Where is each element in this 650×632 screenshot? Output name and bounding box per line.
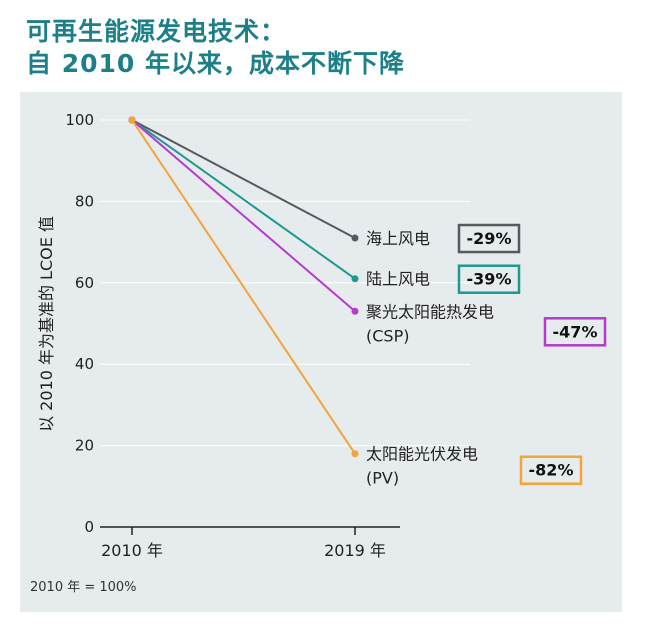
y-tick-label: 0	[84, 518, 94, 536]
series-label-abbr: (PV)	[366, 469, 399, 488]
y-tick-label: 20	[75, 437, 94, 455]
x-tick-label: 2010 年	[101, 541, 163, 560]
title-line-1: 可再生能源发电技术：	[26, 17, 287, 46]
series-2: 聚光太阳能热发电 (CSP) -47%	[128, 116, 607, 347]
title-line-2: 自 2010 年以来，成本不断下降	[26, 49, 405, 78]
y-tick-label: 60	[75, 274, 94, 292]
series-line	[131, 119, 356, 239]
data-point	[351, 307, 359, 315]
series-label: 聚光太阳能热发电	[366, 302, 494, 321]
x-tick-label: 2019 年	[324, 541, 386, 560]
y-tick-label: 80	[75, 192, 94, 210]
change-label: -82%	[529, 461, 574, 480]
change-label: -29%	[467, 229, 512, 248]
change-box	[457, 264, 521, 294]
series-line	[131, 119, 356, 280]
footnote: 2010 年 = 100%	[30, 580, 137, 595]
series-3: 太阳能光伏发电 (PV) -82%	[128, 116, 583, 488]
change-box	[519, 455, 583, 485]
series-line	[131, 119, 356, 313]
change-box	[457, 223, 521, 254]
data-point	[351, 450, 359, 458]
series-line	[131, 119, 356, 455]
data-point	[351, 234, 359, 242]
y-axis-label: 以 2010 年为基准的 LCOE 值	[37, 216, 56, 432]
data-point	[351, 275, 359, 283]
y-tick-label: 100	[65, 111, 94, 129]
series-0: 海上风电 -29%	[128, 116, 521, 254]
chart-panel	[20, 92, 622, 612]
data-point	[128, 116, 136, 124]
series-label: 海上风电	[366, 229, 430, 248]
series-label-abbr: (CSP)	[366, 326, 409, 345]
change-label: -39%	[467, 270, 512, 289]
series-label: 陆上风电	[366, 270, 430, 289]
y-tick-label: 40	[75, 355, 94, 373]
change-box	[543, 317, 607, 347]
series-label: 太阳能光伏发电	[366, 445, 478, 464]
change-label: -47%	[553, 322, 598, 341]
